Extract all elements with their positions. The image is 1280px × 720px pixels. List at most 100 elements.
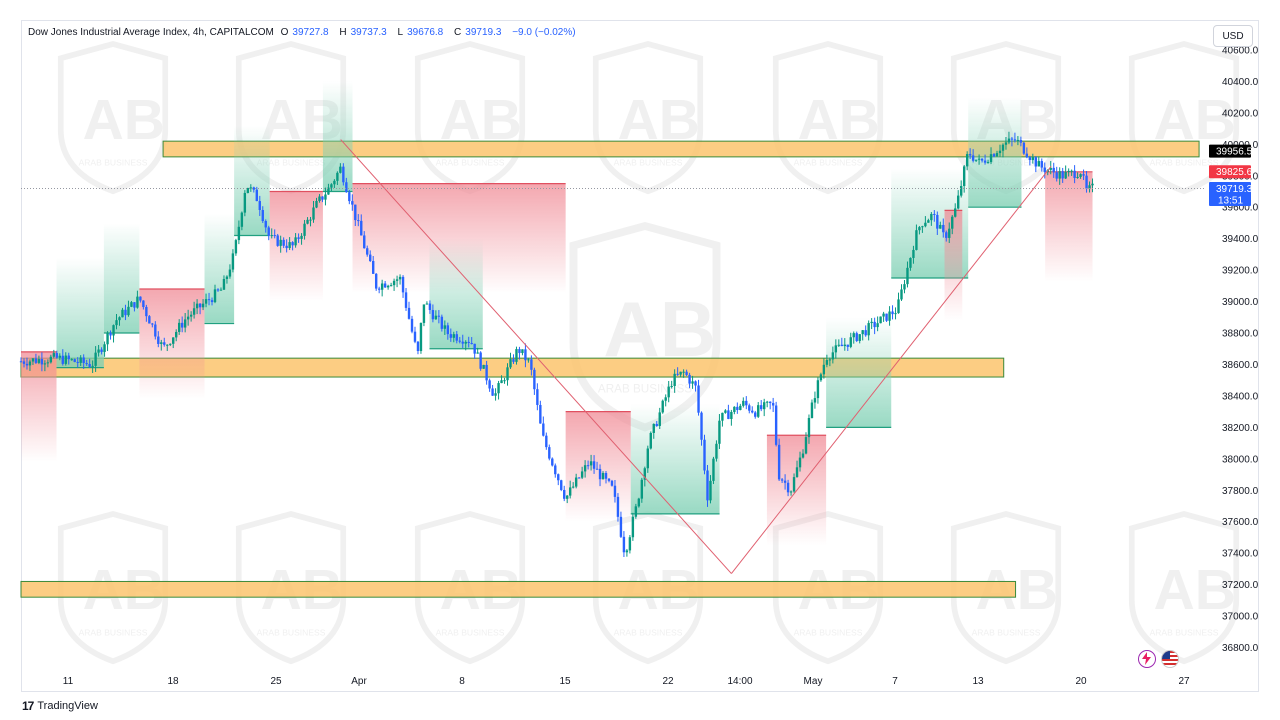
band-bear <box>565 411 631 522</box>
candle-body <box>1034 157 1038 167</box>
candle-body <box>416 341 420 352</box>
candle-body <box>157 336 160 344</box>
candle-body <box>1031 157 1035 161</box>
candle-body <box>977 158 981 160</box>
x-tick-label: 8 <box>459 676 465 687</box>
candle-body <box>124 309 127 316</box>
candle-body <box>706 470 709 501</box>
candle-body <box>909 257 912 268</box>
candle-body <box>46 362 50 364</box>
watermark-label: ARAB BUSINESS <box>794 628 863 638</box>
candle-body <box>291 242 294 246</box>
candle-body <box>709 480 712 501</box>
candle-body <box>195 303 199 309</box>
candle-body <box>1091 183 1094 186</box>
candle-body <box>413 331 417 342</box>
candle-body <box>954 208 957 217</box>
candle-body <box>822 364 826 375</box>
candle-body <box>691 381 694 384</box>
price-tag-label: 39719.3 <box>1216 184 1253 195</box>
candle-body <box>58 355 62 358</box>
candle-body <box>121 309 124 318</box>
candle-body <box>154 324 157 337</box>
candle-body <box>163 342 166 345</box>
x-tick-label: 7 <box>892 676 898 687</box>
candle-body <box>637 498 641 507</box>
candle-body <box>91 365 94 367</box>
candle-body <box>989 154 993 163</box>
candle-body <box>303 223 306 236</box>
candle-body <box>945 232 948 238</box>
candle-body <box>76 361 79 363</box>
lightning-icon[interactable] <box>1138 650 1156 668</box>
price-tag-time: 13:51 <box>1218 195 1243 206</box>
candle-body <box>652 423 655 433</box>
tradingview-brand[interactable]: 17 TradingView <box>22 699 98 713</box>
candle-body <box>470 342 473 344</box>
candle-body <box>1037 161 1040 167</box>
candle-body <box>464 341 467 344</box>
candle-body <box>915 230 918 250</box>
candle-body <box>748 405 751 411</box>
candle-body <box>339 166 342 173</box>
candle-body <box>649 432 652 449</box>
candle-body <box>491 388 494 396</box>
candle-body <box>986 162 990 164</box>
candle-body <box>446 325 450 335</box>
candle-body <box>718 420 721 444</box>
x-tick-label: 20 <box>1075 676 1087 687</box>
candle-body <box>948 228 951 238</box>
watermark-label: ARAB BUSINESS <box>1150 158 1219 168</box>
candle-body <box>207 299 211 301</box>
candle-body <box>545 435 548 448</box>
candle-body <box>524 349 527 361</box>
candle-body <box>676 373 679 375</box>
candle-body <box>49 356 53 363</box>
candle-body <box>855 333 858 341</box>
candle-body <box>160 342 163 344</box>
candle-body <box>1010 138 1014 140</box>
candle-body <box>28 361 32 366</box>
candle-body <box>1019 140 1023 143</box>
candle-body <box>873 321 876 328</box>
us-flag-icon[interactable] <box>1161 650 1179 668</box>
candle-body <box>473 343 476 354</box>
y-tick-label: 37600.0 <box>1222 517 1259 528</box>
candle-body <box>324 194 327 200</box>
candle-body <box>936 214 939 229</box>
currency-button[interactable]: USD <box>1213 25 1253 47</box>
candle-body <box>67 355 70 360</box>
candle-body <box>166 344 169 346</box>
candle-body <box>425 303 429 305</box>
candle-body <box>252 187 256 190</box>
candle-body <box>428 303 432 311</box>
candle-body <box>771 403 775 406</box>
candle-body <box>234 240 238 254</box>
candle-body <box>201 303 205 308</box>
candle-body <box>962 166 966 187</box>
candle-body <box>819 374 823 381</box>
candle-body <box>506 367 509 381</box>
candle-body <box>231 253 235 270</box>
watermark-label: ARAB BUSINESS <box>598 382 692 395</box>
candle-body <box>300 235 303 239</box>
candle-body <box>801 453 805 458</box>
watermark-label: ARAB BUSINESS <box>794 158 863 168</box>
candle-body <box>727 410 730 419</box>
candle-body <box>667 386 670 398</box>
candle-body <box>386 285 390 288</box>
candle-body <box>736 406 739 410</box>
candle-body <box>216 289 220 291</box>
candle-body <box>574 477 578 487</box>
candle-body <box>354 204 357 221</box>
candle-body <box>933 213 936 215</box>
candle-body <box>530 359 533 370</box>
candle-body <box>688 374 691 384</box>
candle-body <box>625 550 629 553</box>
candle-body <box>1085 175 1088 189</box>
symbol-title[interactable]: Dow Jones Industrial Average Index, 4h, … <box>28 27 274 38</box>
candle-body <box>431 310 435 320</box>
